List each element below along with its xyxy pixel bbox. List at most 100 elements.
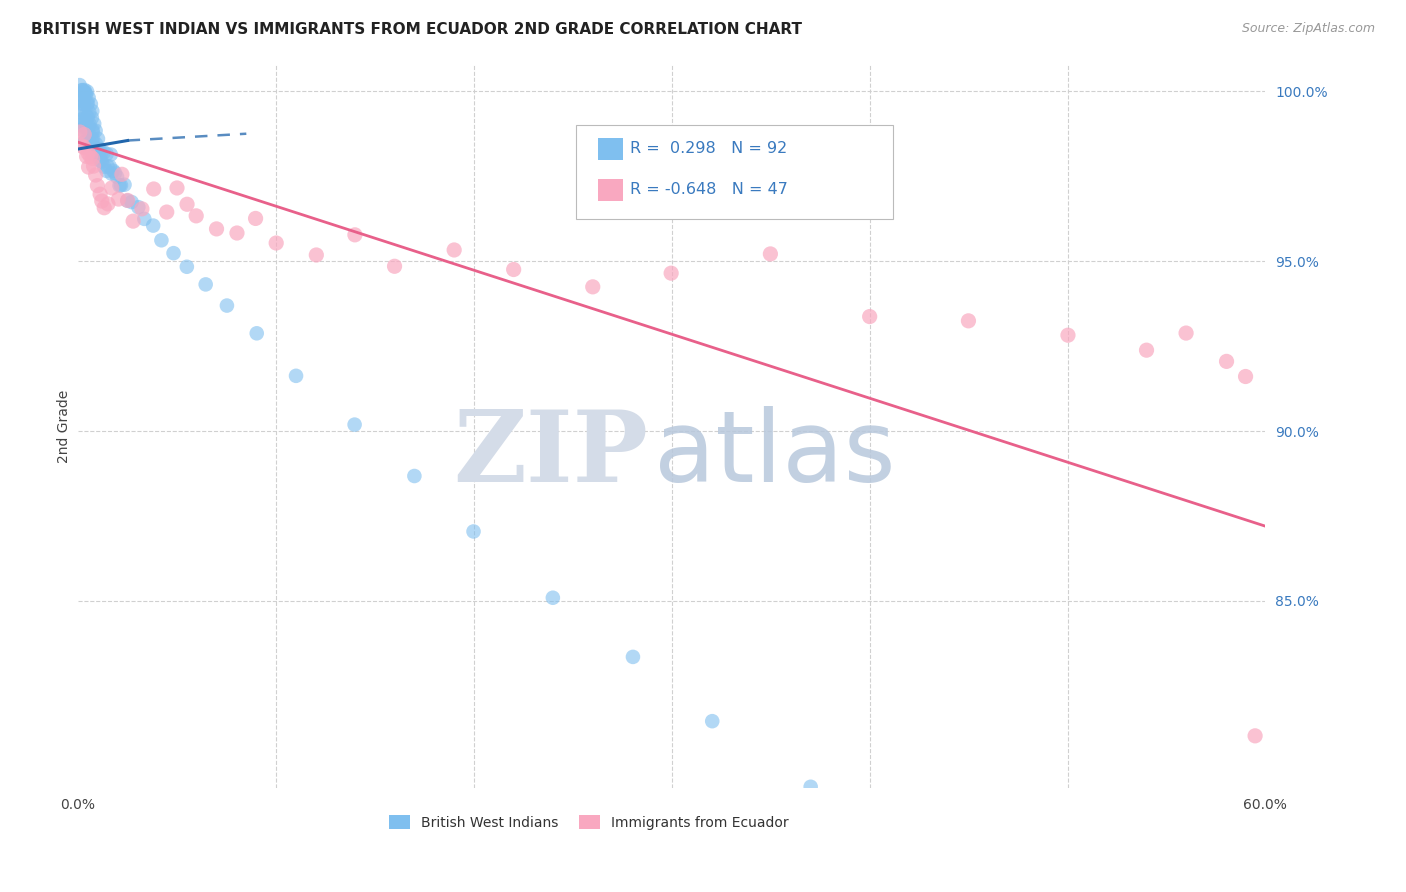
Point: [131, 202, 153, 216]
Point: [75, 113, 97, 128]
Point: [1175, 326, 1198, 340]
Point: [73, 136, 96, 150]
Text: Source: ZipAtlas.com: Source: ZipAtlas.com: [1241, 22, 1375, 36]
Point: [957, 314, 980, 328]
Point: [73, 120, 96, 135]
Point: [142, 182, 165, 196]
Point: [82, 125, 104, 139]
Point: [246, 326, 269, 341]
Point: [87, 142, 110, 156]
Point: [73, 85, 96, 99]
Point: [245, 211, 267, 226]
Point: [72, 94, 94, 108]
Point: [114, 178, 136, 192]
Point: [343, 417, 366, 432]
Point: [898, 847, 921, 862]
Point: [73, 86, 96, 100]
Point: [162, 246, 184, 260]
Point: [194, 277, 217, 292]
Point: [103, 163, 125, 178]
Point: [176, 197, 198, 211]
Point: [75, 135, 97, 149]
Point: [76, 85, 98, 99]
Point: [305, 248, 328, 262]
Point: [76, 122, 98, 136]
Point: [76, 149, 98, 163]
Point: [80, 97, 103, 112]
Point: [75, 108, 97, 122]
Point: [264, 235, 287, 250]
Point: [142, 219, 165, 233]
Point: [76, 123, 98, 137]
Point: [79, 117, 101, 131]
Point: [121, 195, 143, 210]
Point: [89, 143, 111, 157]
Text: ZIP: ZIP: [453, 407, 648, 503]
Point: [150, 233, 173, 247]
Point: [97, 160, 120, 174]
Point: [702, 714, 724, 728]
Point: [104, 166, 127, 180]
Point: [82, 152, 104, 166]
Point: [69, 104, 91, 119]
Point: [76, 96, 98, 111]
Text: R = -0.648   N = 47: R = -0.648 N = 47: [630, 183, 787, 197]
Point: [800, 780, 823, 794]
Point: [443, 243, 465, 257]
Point: [76, 140, 98, 154]
Point: [1215, 354, 1237, 368]
Point: [87, 150, 110, 164]
Point: [156, 205, 179, 219]
Point: [87, 132, 110, 146]
Point: [70, 103, 93, 117]
Text: R =  0.298   N = 92: R = 0.298 N = 92: [630, 142, 787, 156]
Point: [98, 160, 121, 174]
Point: [75, 87, 97, 102]
Point: [134, 211, 156, 226]
Legend: British West Indians, Immigrants from Ecuador: British West Indians, Immigrants from Ec…: [384, 809, 794, 835]
Point: [93, 160, 115, 174]
Point: [93, 201, 115, 215]
Point: [343, 227, 366, 242]
Point: [215, 299, 238, 313]
Text: BRITISH WEST INDIAN VS IMMIGRANTS FROM ECUADOR 2ND GRADE CORRELATION CHART: BRITISH WEST INDIAN VS IMMIGRANTS FROM E…: [31, 22, 801, 37]
Point: [108, 178, 131, 193]
Point: [1244, 729, 1267, 743]
Text: atlas: atlas: [654, 407, 896, 503]
Point: [117, 194, 139, 208]
Point: [80, 111, 103, 125]
Point: [90, 146, 112, 161]
Point: [86, 145, 108, 159]
Point: [89, 153, 111, 168]
Point: [70, 112, 93, 127]
Point: [73, 140, 96, 154]
Point: [463, 524, 485, 539]
Point: [80, 133, 103, 147]
Point: [90, 154, 112, 169]
Point: [76, 111, 98, 125]
Point: [859, 310, 882, 324]
Point: [541, 591, 564, 605]
Point: [73, 83, 96, 97]
Point: [79, 105, 101, 120]
Point: [77, 120, 100, 134]
Point: [84, 123, 107, 137]
Point: [75, 86, 97, 100]
Point: [79, 136, 101, 151]
Point: [97, 197, 120, 211]
Point: [100, 167, 122, 181]
Point: [659, 266, 682, 280]
Point: [83, 147, 105, 161]
Point: [83, 117, 105, 131]
Point: [205, 222, 228, 236]
Point: [117, 194, 139, 208]
Point: [82, 123, 104, 137]
Point: [226, 226, 249, 240]
Point: [89, 187, 111, 202]
Point: [77, 91, 100, 105]
Point: [122, 214, 145, 228]
Point: [69, 96, 91, 111]
Point: [86, 178, 108, 193]
Point: [84, 168, 107, 182]
Point: [82, 131, 104, 145]
